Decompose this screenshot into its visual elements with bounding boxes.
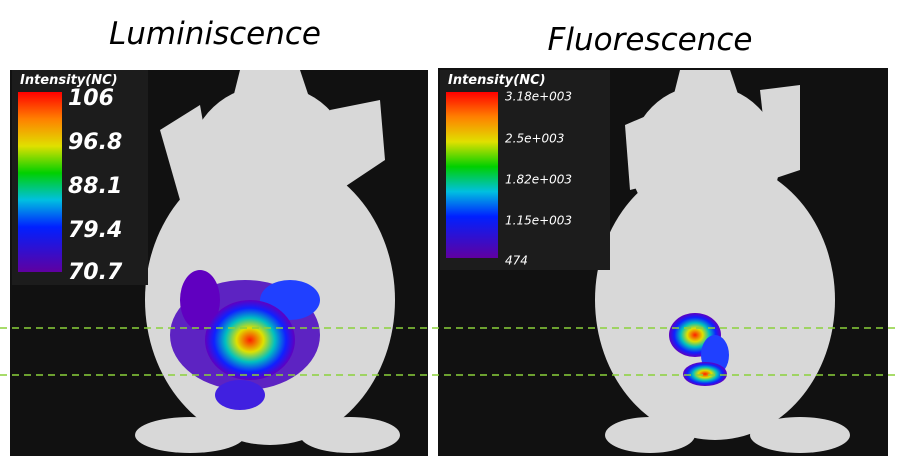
colorbar-label: 79.4 [68,218,122,243]
panel-title: Luminiscence [109,16,321,52]
colorbar-label: 2.5e+003 [505,132,564,146]
mouse-silhouette [595,70,850,453]
colorbar-label: 106 [68,86,114,111]
colorbar [446,92,498,258]
colorbar-label: 88.1 [68,174,122,199]
colorbar-label: 3.18e+003 [505,90,572,104]
colorbar-label: 96.8 [68,130,122,155]
colorbar-title: Intensity(NC) [448,73,546,88]
colorbar-label: 1.82e+003 [505,173,572,187]
colorbar-label: 70.7 [68,260,123,285]
panel-title: Fluorescence [548,22,753,58]
colorbar-label: 474 [505,254,528,268]
colorbar-label: 1.15e+003 [505,214,572,228]
signal-blob [170,270,320,410]
colorbar-title: Intensity(NC) [20,73,118,88]
signal-blob [669,313,729,386]
colorbar [18,92,62,272]
